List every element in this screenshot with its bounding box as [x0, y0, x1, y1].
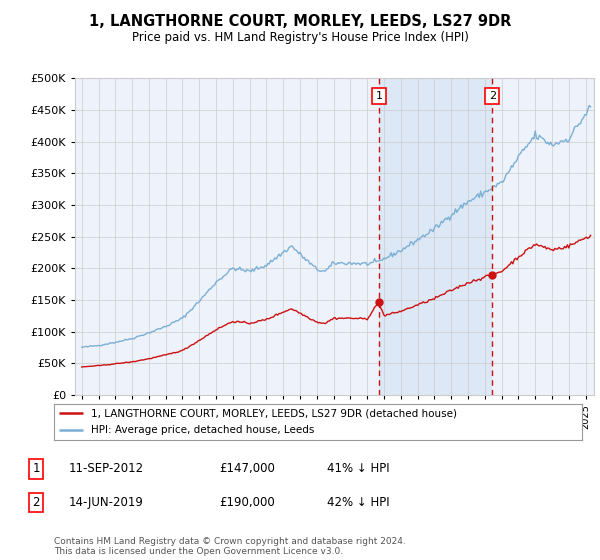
Text: 2: 2	[489, 91, 496, 101]
Text: £190,000: £190,000	[219, 496, 275, 509]
Text: 1, LANGTHORNE COURT, MORLEY, LEEDS, LS27 9DR (detached house): 1, LANGTHORNE COURT, MORLEY, LEEDS, LS27…	[91, 408, 457, 418]
Text: Price paid vs. HM Land Registry's House Price Index (HPI): Price paid vs. HM Land Registry's House …	[131, 31, 469, 44]
Text: 14-JUN-2019: 14-JUN-2019	[69, 496, 144, 509]
Text: 42% ↓ HPI: 42% ↓ HPI	[327, 496, 389, 509]
Text: 1: 1	[32, 462, 40, 475]
Bar	[379, 78, 493, 395]
Text: 1, LANGTHORNE COURT, MORLEY, LEEDS, LS27 9DR: 1, LANGTHORNE COURT, MORLEY, LEEDS, LS27…	[89, 14, 511, 29]
Text: 1: 1	[376, 91, 382, 101]
Text: Contains HM Land Registry data © Crown copyright and database right 2024.
This d: Contains HM Land Registry data © Crown c…	[54, 536, 406, 556]
Text: HPI: Average price, detached house, Leeds: HPI: Average price, detached house, Leed…	[91, 426, 314, 436]
Text: 11-SEP-2012: 11-SEP-2012	[69, 462, 144, 475]
Text: 41% ↓ HPI: 41% ↓ HPI	[327, 462, 389, 475]
Text: £147,000: £147,000	[219, 462, 275, 475]
Text: 2: 2	[32, 496, 40, 509]
